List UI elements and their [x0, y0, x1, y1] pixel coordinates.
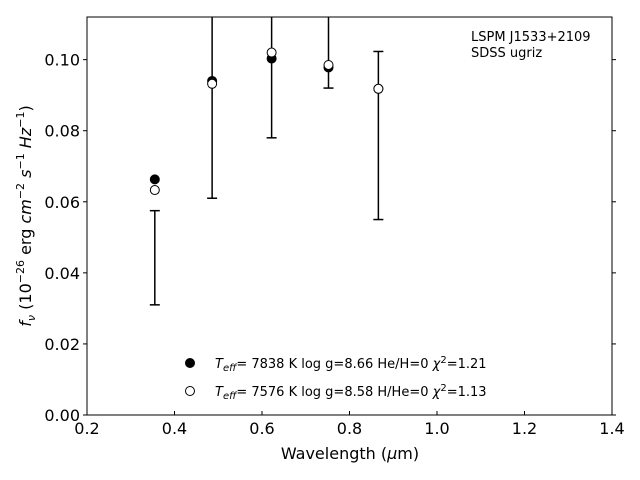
y-tick-label: 0.04 [44, 264, 80, 283]
legend-label-1: Teff= 7838 K log g=8.66 He/H=0 χ2=1.21 [215, 355, 487, 374]
x-tick-label: 0.2 [74, 419, 99, 438]
y-tick-label: 0.02 [44, 335, 80, 354]
legend: Teff= 7838 K log g=8.66 He/H=0 χ2=1.21 T… [185, 355, 487, 402]
y-axis-ticks: 0.00 0.02 0.04 0.06 0.08 0.10 [44, 51, 616, 425]
annotation-line-1: LSPM J1533+2109 [471, 30, 591, 45]
x-tick-label: 1.0 [424, 419, 449, 438]
x-tick-label: 1.4 [599, 419, 624, 438]
x-axis-ticks: 0.2 0.4 0.6 0.8 1.0 1.2 1.4 [74, 411, 625, 438]
model-point-open [323, 59, 334, 70]
data-points [149, 47, 384, 196]
x-tick-label: 1.2 [512, 419, 537, 438]
model-point-open [373, 83, 384, 94]
y-tick-label: 0.06 [44, 193, 80, 212]
model-point-open [149, 185, 160, 196]
legend-marker-open [185, 386, 195, 396]
annotation-line-2: SDSS ugriz [471, 46, 542, 61]
x-tick-label: 0.4 [162, 419, 187, 438]
y-tick-label: 0.00 [44, 406, 80, 425]
y-axis-label: fν (10−26 erg cm−2 s−1 Hz−1) [14, 105, 38, 326]
x-tick-label: 0.6 [249, 419, 274, 438]
x-axis-label: Wavelength (μm) [281, 444, 419, 463]
y-tick-label: 0.08 [44, 122, 80, 141]
x-tick-label: 0.8 [337, 419, 362, 438]
legend-marker-filled [185, 358, 195, 368]
model-point-open [207, 78, 218, 89]
error-bars [149, 17, 384, 306]
model-point-filled [149, 174, 160, 185]
legend-label-2: Teff= 7576 K log g=8.58 H/He=0 χ2=1.13 [215, 383, 487, 402]
model-point-open [266, 47, 277, 58]
y-tick-label: 0.10 [44, 51, 80, 70]
